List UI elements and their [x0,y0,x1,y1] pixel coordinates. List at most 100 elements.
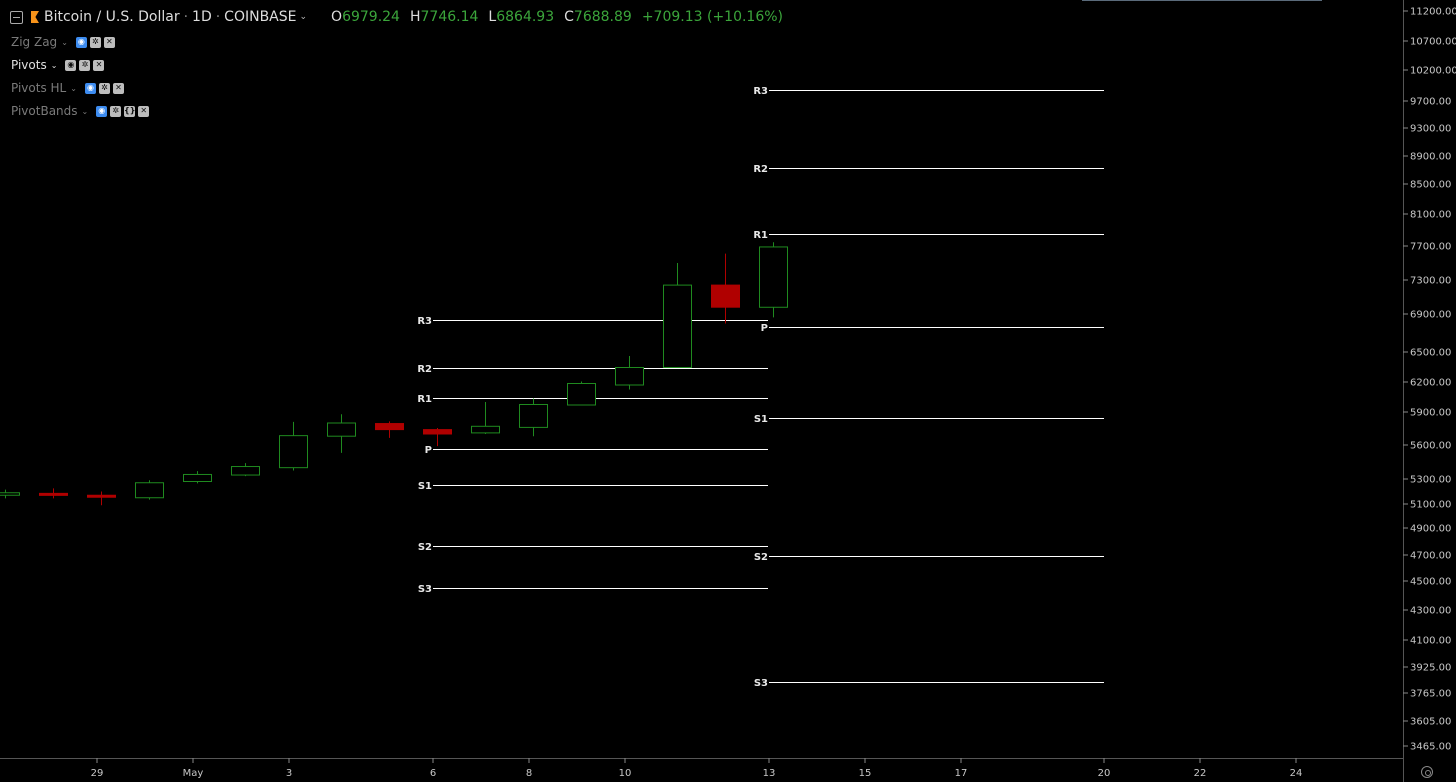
price-axis-label: 8500.00 [1410,180,1451,191]
time-axis-label: 3 [286,768,292,779]
top-scroll-indicator [1082,0,1322,1]
price-axis-label: 10200.00 [1410,66,1456,77]
candle-body-down [87,494,116,498]
price-axis-label: 10700.00 [1410,37,1456,48]
eye-icon[interactable]: ◉ [65,59,77,71]
pivot-level-label: S1 [418,481,432,492]
interval-label[interactable]: 1D [192,9,212,25]
chart-header: Bitcoin / U.S. Dollar · 1D · COINBASE ⌄ … [10,6,783,28]
chevron-down-icon[interactable]: ⌄ [61,37,68,47]
price-axis-label: 9300.00 [1410,124,1451,135]
time-axis-label: 8 [526,768,532,779]
time-axis-label: May [183,768,204,779]
time-axis-label: 22 [1194,768,1207,779]
indicator-row[interactable]: Zig Zag ⌄ ◉ ✲ ✕ [11,33,118,51]
indicator-name[interactable]: Pivots [11,58,47,72]
price-axis-label: 6500.00 [1410,348,1451,359]
price-axis-label: 3925.00 [1410,663,1451,674]
candle-body-up [471,425,500,434]
indicator-name[interactable]: PivotBands [11,104,78,118]
candle-body-up [567,383,596,406]
indicator-name[interactable]: Zig Zag [11,35,58,49]
price-axis-label: 3765.00 [1410,689,1451,700]
time-axis-label: 6 [430,768,436,779]
braces-icon[interactable]: {} [124,105,136,117]
pivot-level-label: P [761,323,768,334]
close-label: C [564,9,574,25]
price-axis-label: 4500.00 [1410,577,1451,588]
gear-icon[interactable]: ✲ [89,36,101,48]
gear-icon[interactable]: ✲ [79,59,91,71]
price-axis-label: 4300.00 [1410,606,1451,617]
candle-body-up [183,473,212,483]
chevron-down-icon[interactable]: ⌄ [70,83,77,93]
pivot-level-label: S2 [418,542,432,553]
candle-body-up [0,492,20,496]
candle-body-up [135,482,164,499]
time-axis-label: 29 [91,768,104,779]
candle-body-up [615,367,644,386]
eye-icon[interactable]: ◉ [96,105,108,117]
price-axis-label: 6900.00 [1410,310,1451,321]
indicator-row[interactable]: PivotBands ⌄ ◉ ✲{} ✕ [11,102,152,120]
candle-body-up [663,284,692,369]
change-value: +709.13 (+10.16%) [641,9,784,25]
time-axis-label: 15 [859,768,872,779]
collapse-legend-icon[interactable] [10,10,23,24]
pivot-level-label: R2 [417,364,432,375]
price-axis-label: 6200.00 [1410,378,1451,389]
separator-dot: · [215,9,221,25]
eye-icon[interactable]: ◉ [84,82,96,94]
open-value: 6979.24 [342,9,400,25]
price-axis-label: 3605.00 [1410,717,1451,728]
pivot-level-label: R1 [417,394,432,405]
price-axis-label: 7300.00 [1410,276,1451,287]
close-icon[interactable]: ✕ [138,105,150,117]
indicator-row[interactable]: Pivots HL ⌄ ◉ ✲ ✕ [11,79,127,97]
candle-body-down [375,423,404,431]
low-value: 6864.93 [496,9,555,25]
pivot-level-label: P [425,445,432,456]
close-icon[interactable]: ✕ [112,82,124,94]
candle-body-up [327,422,356,437]
price-axis-label: 8100.00 [1410,210,1451,221]
exchange-label: COINBASE [224,9,297,25]
candle-body-down [423,429,452,435]
gear-icon[interactable]: ✲ [110,105,122,117]
gear-icon[interactable]: ✲ [98,82,110,94]
close-icon[interactable]: ✕ [93,59,105,71]
price-axis-label: 5900.00 [1410,408,1451,419]
high-value: 7746.14 [420,9,479,25]
high-label: H [409,9,421,25]
time-axis-label: 10 [619,768,632,779]
price-axis-label: 5100.00 [1410,500,1451,511]
candle-body-up [231,466,260,476]
eye-icon[interactable]: ◉ [75,36,87,48]
close-icon[interactable]: ✕ [103,36,115,48]
price-axis-label: 4100.00 [1410,636,1451,647]
symbol-title[interactable]: Bitcoin / U.S. Dollar [44,9,180,25]
chevron-down-icon[interactable]: ⌄ [81,106,89,116]
chevron-down-icon[interactable]: ⌄ [299,12,308,22]
price-axis-label: 4900.00 [1410,524,1451,535]
price-axis-label: 5300.00 [1410,475,1451,486]
candle-body-up [759,246,788,308]
time-axis-label: 13 [763,768,776,779]
chevron-down-icon[interactable]: ⌄ [50,60,58,70]
indicator-row[interactable]: Pivots ⌄ ◉ ✲ ✕ [11,56,107,74]
price-axis-label: 5600.00 [1410,441,1451,452]
pivot-level-label: S3 [418,584,432,595]
chart-settings-gear-icon[interactable] [1421,766,1433,778]
pivot-level-label: R2 [753,164,768,175]
time-axis-label: 24 [1290,768,1303,779]
price-axis-label: 4700.00 [1410,551,1451,562]
coinbase-logo-icon [31,11,39,23]
ohlc-values: O6979.24 H7746.14 L6864.93 C7688.89 +709… [331,9,783,25]
price-axis-label: 8900.00 [1410,152,1451,163]
candle-body-up [519,404,548,428]
indicator-name[interactable]: Pivots HL [11,81,67,95]
pivot-level-label: S3 [754,678,768,689]
price-axis-label: 11200.00 [1410,7,1456,18]
close-value: 7688.89 [573,9,632,25]
